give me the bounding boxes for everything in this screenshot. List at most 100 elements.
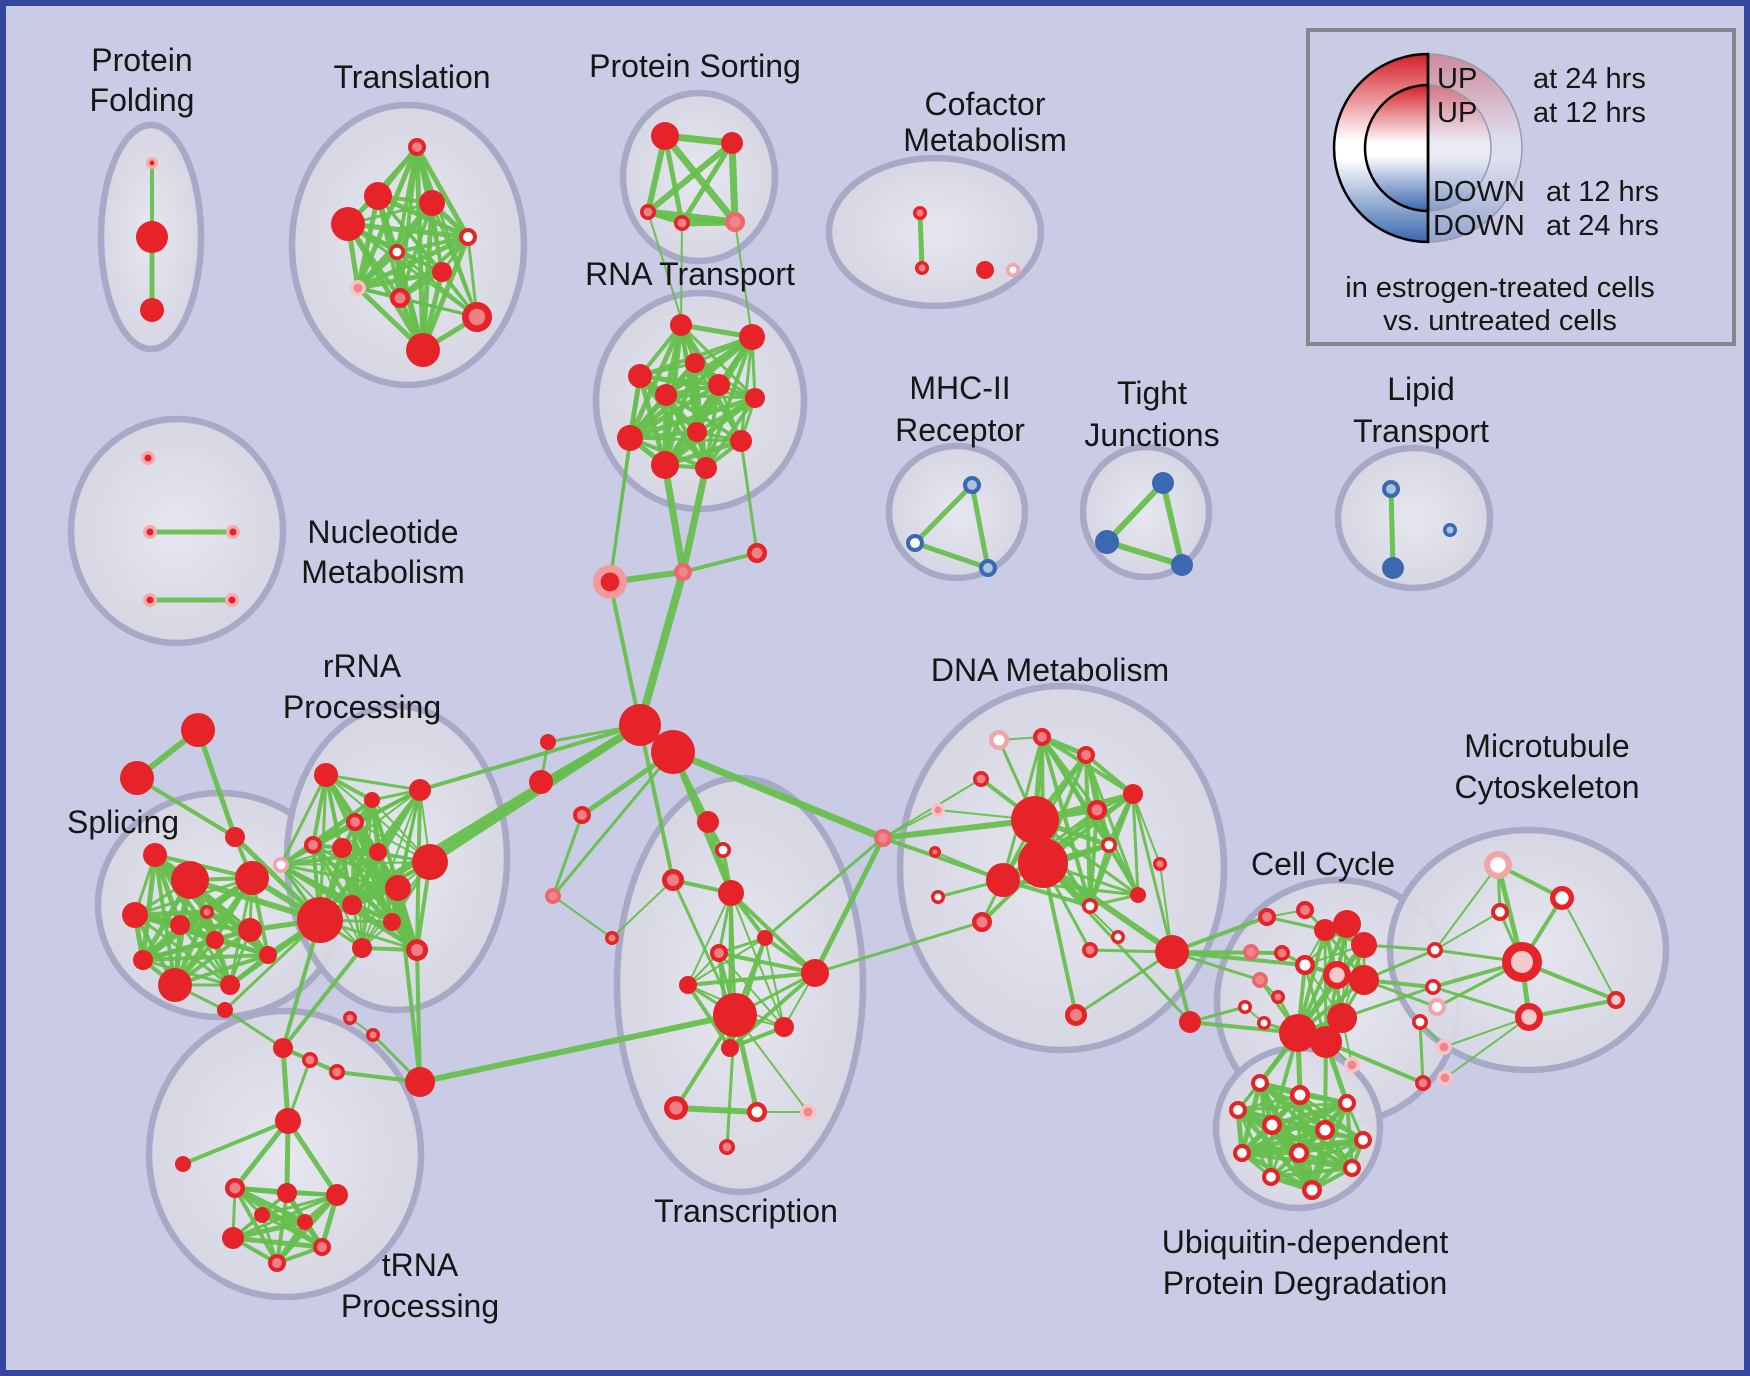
node-cc2 (1296, 901, 1315, 920)
node-mtb4 (1415, 1075, 1432, 1092)
legend-inner-circle-solid-half (1363, 83, 1430, 213)
node-cc11 (1252, 971, 1269, 988)
cluster-label-cofactor-metabolism-line1: Cofactor (925, 86, 1046, 122)
node-cc12 (1271, 990, 1285, 1004)
edge-mh2-mh3 (912, 540, 991, 571)
mesh-edge-tc6-tc8 (717, 951, 817, 975)
mesh-edge-dn2-dn16 (1040, 735, 1092, 908)
edge-mh1-mh3 (969, 482, 991, 571)
edge-tc12-tc13 (673, 1105, 760, 1115)
edge-cn-dn9 (880, 817, 1038, 841)
node-ps2 (721, 132, 743, 154)
mesh-edge-cc4-cc16 (1296, 922, 1349, 1035)
node-rt8 (617, 425, 643, 451)
mesh-edge-ps1-ps5 (661, 132, 739, 226)
node-tr_a (181, 713, 215, 747)
node-cf3 (976, 261, 994, 279)
mesh-edge-rt8-rt10 (628, 436, 743, 443)
node-br7 (301, 1052, 318, 1069)
edge-rr14-br4 (415, 948, 422, 1084)
node-rr10 (412, 844, 448, 880)
edge-dn21-dn10 (1040, 860, 1175, 955)
edge-hub2-s4 (551, 750, 675, 898)
mesh-edge-dn12-dn17 (1107, 843, 1140, 897)
node-ub4 (1229, 1101, 1248, 1120)
node-hub2 (651, 730, 695, 774)
node-tc8 (801, 959, 829, 987)
mesh-edge-tn2-tn9 (232, 1185, 308, 1225)
node-tn5 (222, 1227, 244, 1249)
node-dn17 (1130, 887, 1146, 903)
node-rr3 (409, 779, 431, 801)
node-s1 (540, 734, 556, 750)
node-rt5 (655, 384, 677, 406)
node-s5 (605, 931, 619, 945)
cluster-label-dna-metabolism: DNA Metabolism (931, 652, 1169, 688)
cluster-label-rrna-processing-line1: rRNA (323, 648, 402, 684)
node-mt5 (1502, 942, 1542, 982)
node-dn22 (1179, 1011, 1201, 1033)
node-cc10 (1349, 965, 1379, 995)
node-tc3 (661, 868, 684, 891)
mesh-edge-tn6-tn8 (260, 1213, 324, 1249)
node-ps5 (725, 212, 745, 232)
node-cc5 (1351, 932, 1377, 958)
cluster-ellipse-transcription (613, 774, 867, 1196)
mesh-edge-ub3-ub4 (1236, 1101, 1349, 1112)
mesh-edge-sp7-sp8 (140, 927, 253, 963)
node-sp9 (158, 968, 192, 1002)
mesh-edge-dn3-dn6 (1084, 753, 1135, 796)
edge-j1-j2 (681, 551, 759, 574)
node-layer (120, 122, 1626, 1273)
edge-mtb1-mt1 (1434, 864, 1499, 951)
node-cf1 (913, 206, 927, 220)
node-tc11 (721, 1039, 739, 1057)
edge-tj2-tj3 (1104, 539, 1185, 568)
node-mh3 (979, 559, 998, 578)
node-nm1 (141, 451, 155, 465)
node-tc5 (757, 930, 773, 946)
node-tr_c (225, 827, 245, 847)
mesh-edge-rt7-rt8 (627, 395, 758, 441)
cluster-label-protein-folding-line1: Protein (91, 42, 192, 78)
node-rt1 (670, 314, 692, 336)
mesh-edge-rt6-rt12 (704, 383, 721, 470)
edge-br4-tc9 (417, 1012, 738, 1085)
node-mt3 (1491, 903, 1510, 922)
mesh-edge-tl3-tl10 (430, 201, 479, 319)
edge-rt12-j1 (679, 464, 710, 576)
cluster-label-mhc-ii-receptor-line2: Receptor (895, 412, 1025, 448)
node-tc13 (747, 1102, 767, 1122)
edge-hub1-rr3 (418, 723, 642, 792)
mesh-edge-tl1-tl8 (355, 144, 420, 291)
node-dn12 (1101, 836, 1118, 853)
node-hub1 (619, 704, 661, 746)
node-mtb1 (1427, 941, 1444, 958)
cluster-ellipse-lipid-transport (1334, 444, 1494, 592)
node-tl3 (419, 190, 445, 216)
mesh-edge-rr1-rr3 (324, 773, 422, 792)
mesh-edge-tl7-tl8 (355, 269, 445, 291)
node-j3 (593, 565, 628, 600)
edge-hub1-rr10 (426, 721, 644, 866)
edge-dn13-dn6 (1132, 793, 1161, 865)
node-dn10 (1018, 838, 1068, 888)
mesh-edge-tl5-tl8 (355, 234, 471, 291)
mesh-edge-ps2-ps3 (645, 140, 735, 215)
cluster-label-nucleotide-metabolism-line1: Nucleotide (307, 514, 458, 550)
node-tn_hub (275, 1108, 301, 1134)
edge-mt9-mt6 (1443, 1016, 1530, 1048)
node-cc14 (1257, 1016, 1271, 1030)
edge-dn21-cc8 (1170, 950, 1307, 967)
mesh-edge-tc6-tc10 (718, 952, 785, 1028)
node-dn13 (1153, 857, 1167, 871)
cluster-label-translation: Translation (333, 59, 490, 95)
node-tn9 (297, 1214, 313, 1230)
legend-time-2: at 12 hrs (1533, 97, 1646, 129)
node-cc9 (1323, 961, 1352, 990)
node-br6 (366, 1028, 380, 1042)
edge-rt11-j1 (661, 461, 687, 576)
node-dn2 (1033, 728, 1052, 747)
cluster-label-tight-junctions-line2: Junctions (1084, 417, 1219, 453)
cluster-label-microtubule-cytoskeleton-line1: Microtubule (1464, 728, 1629, 764)
